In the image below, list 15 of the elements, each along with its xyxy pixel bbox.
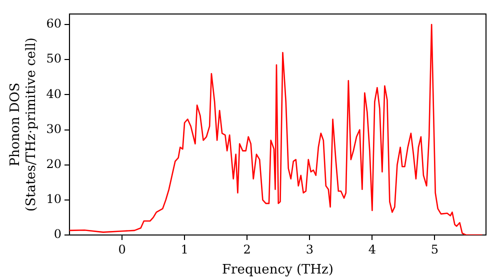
- y-tick-label: 20: [46, 156, 62, 171]
- y-axis-title: Phonon DOS (States/THz·primitive cell): [8, 37, 39, 212]
- x-tick-label: 1: [180, 242, 188, 256]
- y-tick-label: 30: [46, 122, 62, 136]
- y-tick-label: 40: [46, 86, 62, 101]
- y-tick-label: 60: [46, 16, 62, 31]
- x-tick-label: 5: [430, 242, 439, 256]
- y-tick-label: 0: [54, 227, 62, 242]
- x-tick-label: 3: [306, 242, 314, 256]
- x-tick-label: 2: [243, 242, 251, 256]
- x-axis-title: Frequency (THz): [222, 262, 334, 278]
- y-tick-label: 10: [46, 192, 62, 206]
- x-tick-label: 4: [368, 242, 376, 256]
- y-tick-label: 50: [46, 52, 62, 66]
- x-tick-label: 0: [118, 242, 126, 256]
